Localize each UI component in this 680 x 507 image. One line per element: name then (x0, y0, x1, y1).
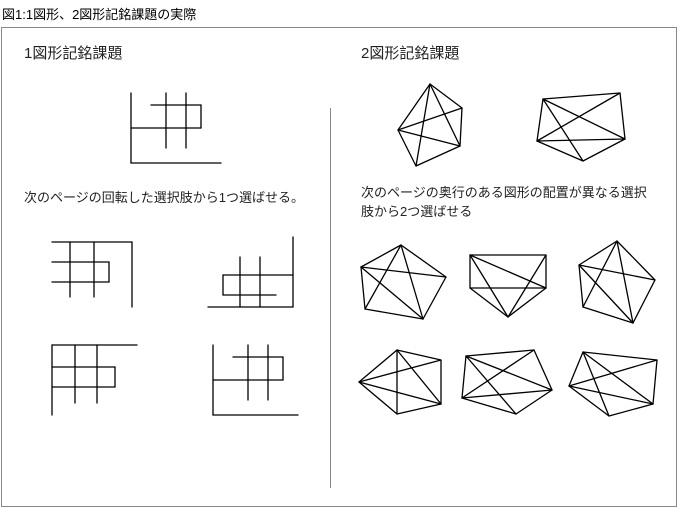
right-option-2 (458, 243, 558, 323)
left-option-1 (37, 227, 147, 317)
right-option-4 (349, 342, 449, 422)
left-option-3 (37, 333, 147, 423)
right-stimulus-row (339, 73, 676, 178)
left-option-4 (198, 333, 308, 423)
right-option-5 (452, 342, 557, 422)
right-panel: 2図形記銘課題 次のページの奥行のある図形の配置が異なる選択肢から2つ選ばせる (339, 28, 676, 506)
left-option-2 (198, 227, 308, 317)
left-instruction: 次のページの回転した選択肢から1つ選ばせる。 (2, 189, 339, 208)
left-panel: 1図形記銘課題 次のページの回転した選択肢から1つ選ばせる。 (2, 28, 339, 506)
right-option-1 (351, 239, 451, 327)
right-stimulus-2 (525, 81, 635, 171)
right-stimulus-1 (380, 78, 480, 173)
right-option-3 (565, 235, 665, 330)
right-instruction: 次のページの奥行のある図形の配置が異なる選択肢から2つ選ばせる (339, 184, 676, 222)
right-heading: 2図形記銘課題 (339, 42, 676, 63)
figure-caption: 図1:1図形、2図形記銘課題の実際 (0, 0, 680, 27)
right-option-6 (561, 342, 666, 422)
right-options-grid (339, 232, 676, 428)
figure-frame: 1図形記銘課題 次のページの回転した選択肢から1つ選ばせる。 2図形記銘課題 次… (1, 27, 677, 507)
left-stimulus-svg (111, 83, 231, 173)
left-stimulus (2, 73, 339, 183)
left-options-grid (2, 218, 339, 428)
left-heading: 1図形記銘課題 (2, 42, 339, 63)
